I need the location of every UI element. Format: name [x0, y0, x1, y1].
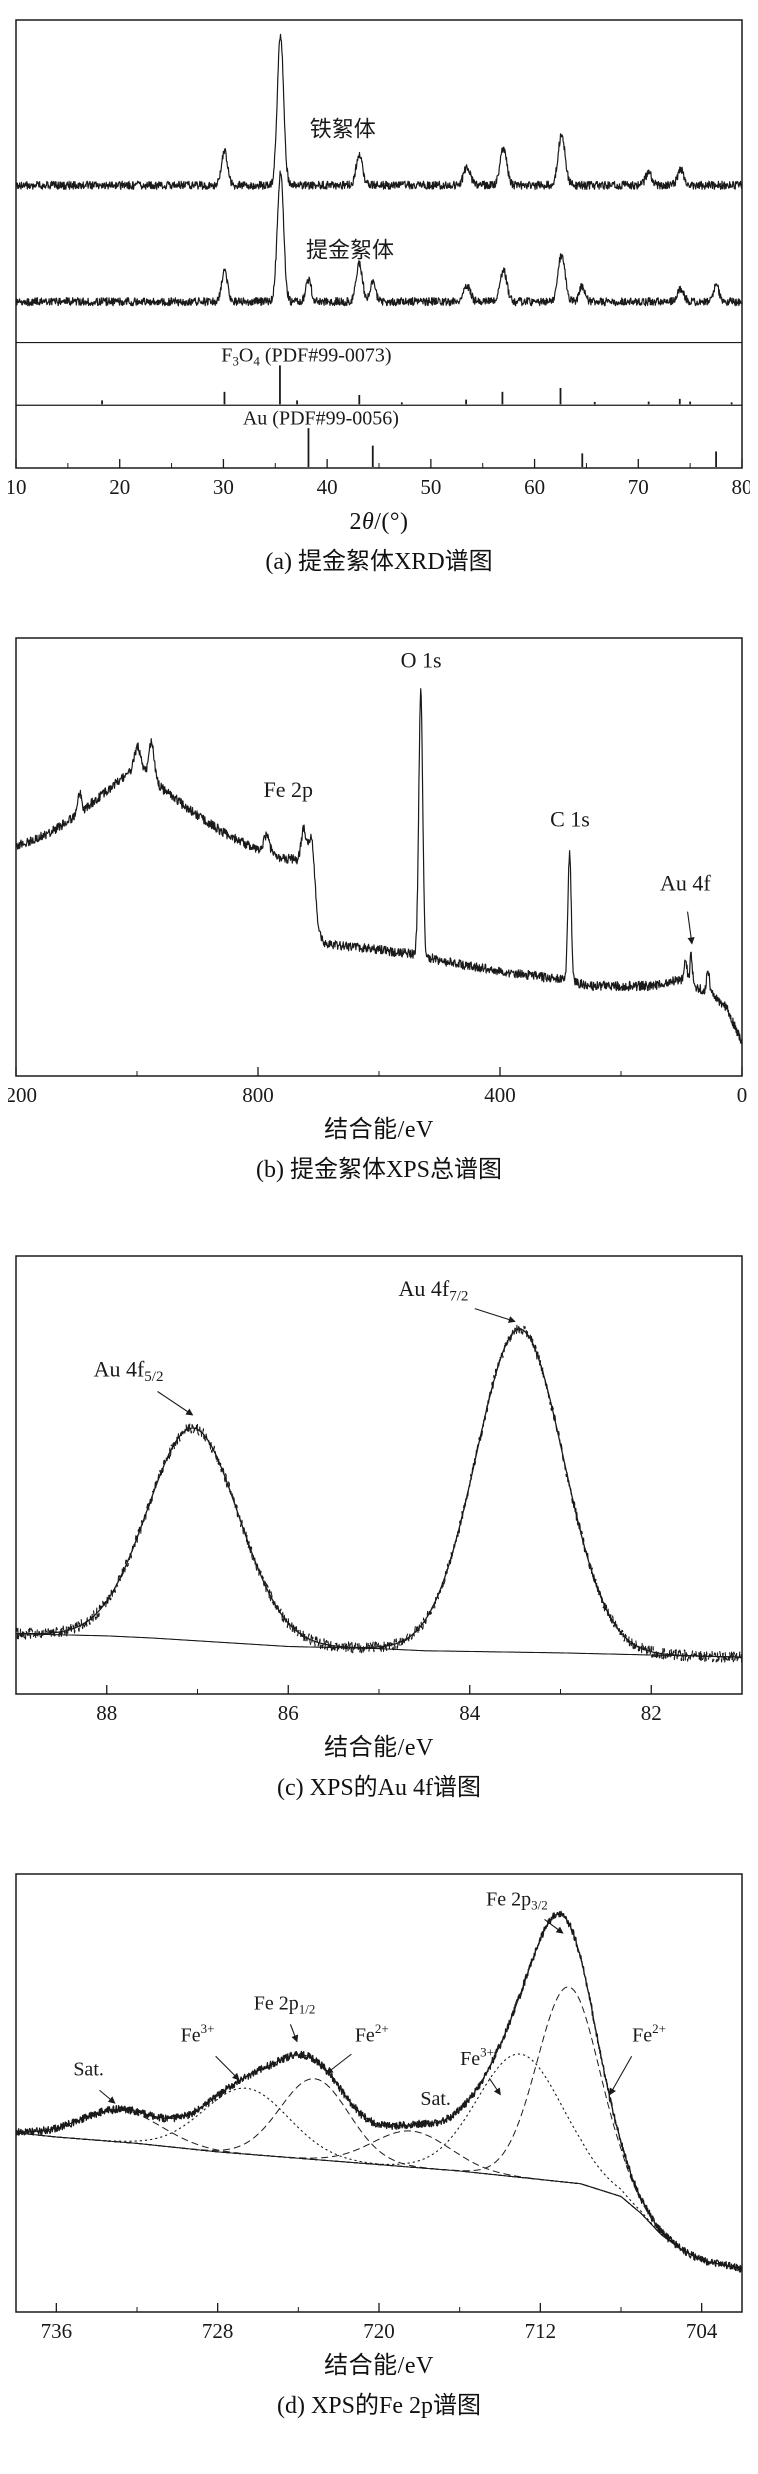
x-tick-label: 1200 [8, 1083, 37, 1107]
annotation-arrow [289, 2024, 299, 2043]
annotation-arrow [215, 2055, 240, 2081]
xps-fe2p-x-axis-label: 结合能/eV [324, 2348, 434, 2384]
x-tick-label: 50 [420, 475, 441, 499]
x-tick-label: 70 [628, 475, 649, 499]
panel-xrd: 10 20 30 40 50 60 70 80 F3O4 (PDF#99-0073) Au (PD… [0, 0, 758, 618]
series-Fe2+ 2p3/2 [16, 1986, 742, 2270]
annotation-arrow [157, 1391, 194, 1416]
annotation-label: O 1s [401, 647, 442, 672]
xps-fe2p-caption: (d) XPS的Fe 2p谱图 [276, 2393, 481, 2419]
series-satellite-2 [16, 2130, 743, 2270]
series-铁絮体 [15, 33, 743, 190]
series-Fe3+ 2p3/2 [15, 2053, 743, 2270]
annotation-arrow [687, 911, 695, 945]
x-tick-label: 400 [484, 1083, 516, 1107]
x-tick-label: 720 [363, 2319, 395, 2343]
x-tick-label: 728 [202, 2319, 234, 2343]
series-survey [15, 688, 743, 1044]
series-background [15, 1633, 743, 1658]
x-tick-label: 60 [524, 475, 545, 499]
x-tick-label: 800 [242, 1083, 274, 1107]
x-tick-label: 82 [641, 1701, 662, 1725]
x-tick-label: 30 [213, 475, 234, 499]
annotation-label: Fe3+ [181, 2021, 215, 2046]
series-提金絮体 [15, 170, 743, 307]
xrd-plot: 10 20 30 40 50 60 70 80 F3O4 (PDF#99-0073) Au (PD… [8, 14, 750, 504]
xps-au4f-x-axis-label: 结合能/eV [324, 1730, 434, 1766]
annotation-label: Fe 2p3/2 [486, 1888, 548, 1912]
series-fit-envelope [16, 1913, 742, 2270]
label-segment: 结合能/eV [324, 1735, 434, 1761]
xps-survey-plot: 1200 800 400 0 Fe 2p O 1s C 1s Au 4f [8, 632, 750, 1112]
annotation-label: Au 4f [660, 870, 711, 895]
annotation-arrow [609, 2055, 633, 2096]
plot-frame [15, 637, 743, 1077]
annotation-label: Au 4f5/2 [94, 1357, 164, 1385]
x-tick-label: 712 [525, 2319, 557, 2343]
x-tick-label: 0 [737, 1083, 748, 1107]
annotation-label: Fe 2p [264, 777, 314, 802]
annotation-label: Fe2+ [632, 2021, 666, 2046]
x-tick-label: 704 [686, 2319, 718, 2343]
xrd-x-axis-label: 2θ/(°) [349, 504, 408, 540]
x-tick-label: 80 [732, 475, 751, 499]
series-experimental [15, 1910, 743, 2273]
x-tick-label: 10 [8, 475, 27, 499]
xrd-chart-svg: 10 20 30 40 50 60 70 80 F3O4 (PDF#99-0073) Au (PD… [8, 19, 751, 499]
plot-frame [15, 1255, 743, 1695]
label-segment: 2 [349, 509, 362, 535]
panel-xps-au4f: 88 86 84 82 Au 4f5/2 Au 4f7/2 结合能/eV (c) XPS的… [0, 1236, 758, 1854]
x-tick-label: 88 [96, 1701, 117, 1725]
series-satellite-1 [16, 2109, 743, 2270]
xps-au4f-caption: (c) XPS的Au 4f谱图 [277, 1775, 481, 1801]
xps-au4f-plot: 88 86 84 82 Au 4f5/2 Au 4f7/2 [8, 1250, 750, 1730]
xps-survey-chart-svg: 1200 800 400 0 Fe 2p O 1s C 1s Au 4f [8, 637, 748, 1107]
annotation-arrow [99, 2089, 116, 2104]
xps-survey-x-axis-label: 结合能/eV [324, 1112, 434, 1148]
annotation-label: Fe 2p1/2 [254, 1993, 316, 2017]
annotation-label: Sat. [420, 2088, 451, 2110]
label-segment: θ [361, 509, 375, 535]
xps-survey-caption: (b) 提金絮体XPS总谱图 [255, 1157, 502, 1183]
label-segment: 结合能/eV [324, 2353, 434, 2379]
label-segment: 结合能/eV [324, 1117, 434, 1143]
x-tick-label: 84 [459, 1701, 481, 1725]
annotation-label: 提金絮体 [306, 237, 394, 262]
x-tick-label: 20 [109, 475, 130, 499]
annotation-label: Fe2+ [355, 2021, 389, 2046]
xps-fe2p-chart-svg: 736 728 720 712 704 Sat. Fe3+ Fe 2p1/2 Fe2+ Sat. F… [15, 1873, 743, 2343]
xps-au4f-chart-svg: 88 86 84 82 Au 4f5/2 Au 4f7/2 [15, 1255, 743, 1725]
annotation-label: Sat. [73, 2058, 104, 2080]
x-tick-label: 86 [278, 1701, 299, 1725]
label-segment: /(°) [374, 509, 409, 535]
annotation-arrow [414, 2119, 427, 2126]
panel-xps-fe2p: 736 728 720 712 704 Sat. Fe3+ Fe 2p1/2 Fe2+ Sat. F… [0, 1854, 758, 2474]
annotation-label: Fe3+ [460, 2044, 494, 2069]
series-fit [15, 1328, 743, 1658]
annotation-arrow [488, 2078, 501, 2096]
annotation-arrow [544, 1918, 564, 1934]
annotation-label: C 1s [550, 807, 590, 832]
series-Fe3+ 2p1/2 [15, 2087, 743, 2270]
series-background [16, 2132, 743, 2270]
plot-frame [15, 1873, 743, 2313]
annotation-label: Au 4f7/2 [399, 1276, 469, 1304]
x-tick-label: 40 [317, 475, 338, 499]
xps-fe2p-plot: 736 728 720 712 704 Sat. Fe3+ Fe 2p1/2 Fe2+ Sat. F… [8, 1868, 750, 2348]
reference-row-label: Au (PDF#99-0056) [243, 407, 399, 429]
reference-row-label: F3O4 (PDF#99-0073) [221, 345, 391, 369]
annotation-arrow [474, 1308, 516, 1323]
panel-xps-survey: 1200 800 400 0 Fe 2p O 1s C 1s Au 4f 结合能/eV (b)… [0, 618, 758, 1236]
x-tick-label: 736 [41, 2319, 73, 2343]
xrd-caption: (a) 提金絮体XRD谱图 [265, 549, 493, 575]
annotation-arrow [325, 2053, 352, 2074]
annotation-label: 铁絮体 [310, 116, 376, 141]
